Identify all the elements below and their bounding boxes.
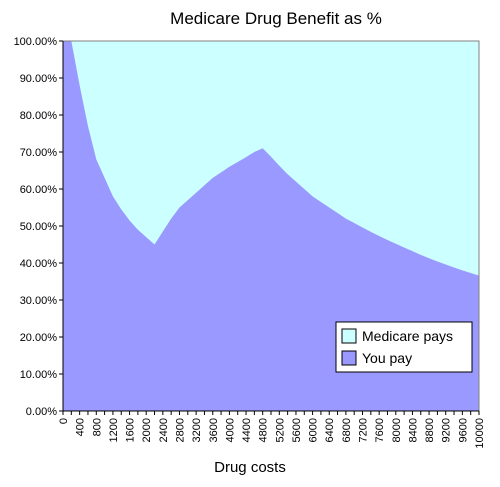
y-axis: 0.00% 10.00% 20.00% 30.00% 40.00% 50.00% 60.00… bbox=[14, 36, 64, 418]
x-axis-label: Drug costs bbox=[214, 459, 286, 476]
x-tick-label: 0 bbox=[58, 418, 70, 424]
x-tick-label: 1600 bbox=[125, 418, 137, 442]
legend-label-you-pay: You pay bbox=[362, 350, 412, 366]
y-tick-label: 70.00% bbox=[20, 147, 58, 159]
y-tick-label: 0.00% bbox=[26, 406, 57, 418]
y-tick-label: 50.00% bbox=[20, 221, 58, 233]
x-tick-label: 2800 bbox=[174, 418, 186, 442]
x-axis: 0 400 800 1200 1600 2000 2400 2800 3200 3600 4000 4… bbox=[58, 410, 486, 449]
legend-swatch-medicare-pays bbox=[341, 328, 357, 344]
x-tick-label: 9200 bbox=[441, 418, 453, 442]
x-tick-label: 10000 bbox=[474, 418, 486, 449]
y-tick-label: 80.00% bbox=[20, 110, 58, 122]
x-tick-label: 7200 bbox=[358, 418, 370, 442]
y-tick-label: 30.00% bbox=[20, 295, 58, 307]
x-tick-label: 6000 bbox=[308, 418, 320, 442]
x-tick-label: 3600 bbox=[208, 418, 220, 442]
x-tick-label: 4400 bbox=[241, 418, 253, 442]
x-tick-label: 8800 bbox=[424, 418, 436, 442]
x-tick-label: 3200 bbox=[191, 418, 203, 442]
x-tick-label: 8400 bbox=[407, 418, 419, 442]
x-tick-label: 4000 bbox=[224, 418, 236, 442]
y-tick-label: 60.00% bbox=[20, 184, 58, 196]
x-tick-label: 1200 bbox=[108, 418, 120, 442]
area-you-pay bbox=[63, 41, 479, 411]
x-tick-label: 2000 bbox=[141, 418, 153, 442]
y-tick-label: 20.00% bbox=[20, 332, 58, 344]
y-tick-label: 40.00% bbox=[20, 258, 58, 270]
x-tick-label: 9600 bbox=[457, 418, 469, 442]
x-tick-label: 400 bbox=[75, 418, 87, 436]
x-tick-label: 6800 bbox=[341, 418, 353, 442]
x-tick-label: 8000 bbox=[391, 418, 403, 442]
x-tick-label: 6400 bbox=[324, 418, 336, 442]
x-tick-label: 2400 bbox=[158, 418, 170, 442]
legend-box bbox=[335, 321, 473, 373]
x-tick-label: 800 bbox=[91, 418, 103, 436]
y-tick-label: 90.00% bbox=[20, 73, 58, 85]
x-tick-label: 5200 bbox=[274, 418, 286, 442]
y-tick-label: 100.00% bbox=[14, 36, 58, 48]
x-tick-label: 5600 bbox=[291, 418, 303, 442]
plot-area bbox=[62, 40, 480, 412]
x-tick-label: 4800 bbox=[258, 418, 270, 442]
legend-label-medicare-pays: Medicare pays bbox=[362, 328, 453, 344]
area-medicare-pays bbox=[63, 41, 479, 276]
legend-swatch-you-pay bbox=[341, 350, 357, 366]
y-tick-label: 10.00% bbox=[20, 369, 58, 381]
chart-title: Medicare Drug Benefit as % bbox=[170, 9, 382, 28]
legend: Medicare pays You pay bbox=[335, 321, 473, 373]
x-tick-label: 7600 bbox=[374, 418, 386, 442]
